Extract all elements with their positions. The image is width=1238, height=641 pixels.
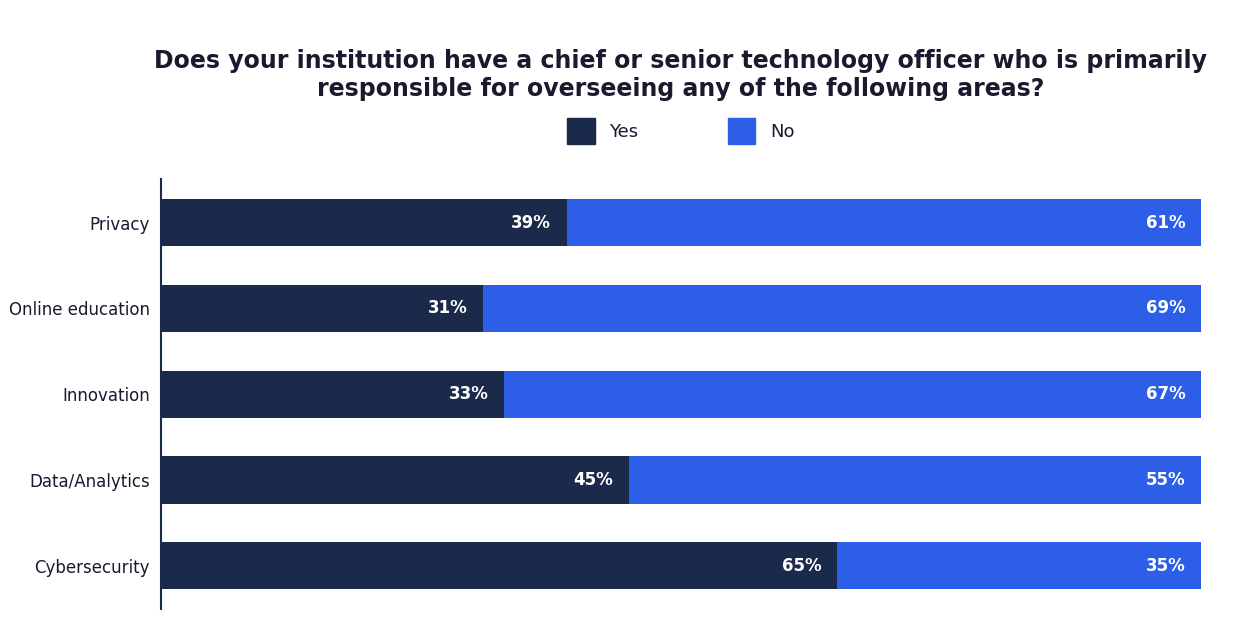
Text: 67%: 67% (1145, 385, 1185, 403)
Text: 69%: 69% (1145, 299, 1185, 317)
Title: Does your institution have a chief or senior technology officer who is primarily: Does your institution have a chief or se… (155, 49, 1207, 101)
Text: 55%: 55% (1145, 471, 1185, 489)
Text: 39%: 39% (511, 213, 551, 231)
Bar (161, 199, 567, 246)
Bar (483, 285, 1201, 332)
Bar (629, 456, 1201, 504)
Legend: Yes, No: Yes, No (561, 111, 801, 151)
Bar (837, 542, 1201, 590)
Bar (161, 370, 504, 418)
Bar (161, 456, 629, 504)
Text: 45%: 45% (573, 471, 613, 489)
Text: 35%: 35% (1145, 557, 1185, 575)
Bar (504, 370, 1201, 418)
Text: 33%: 33% (448, 385, 489, 403)
Bar (567, 199, 1201, 246)
Text: 31%: 31% (428, 299, 468, 317)
Text: 65%: 65% (781, 557, 821, 575)
Text: 61%: 61% (1145, 213, 1185, 231)
Bar (161, 285, 483, 332)
Bar (161, 542, 837, 590)
